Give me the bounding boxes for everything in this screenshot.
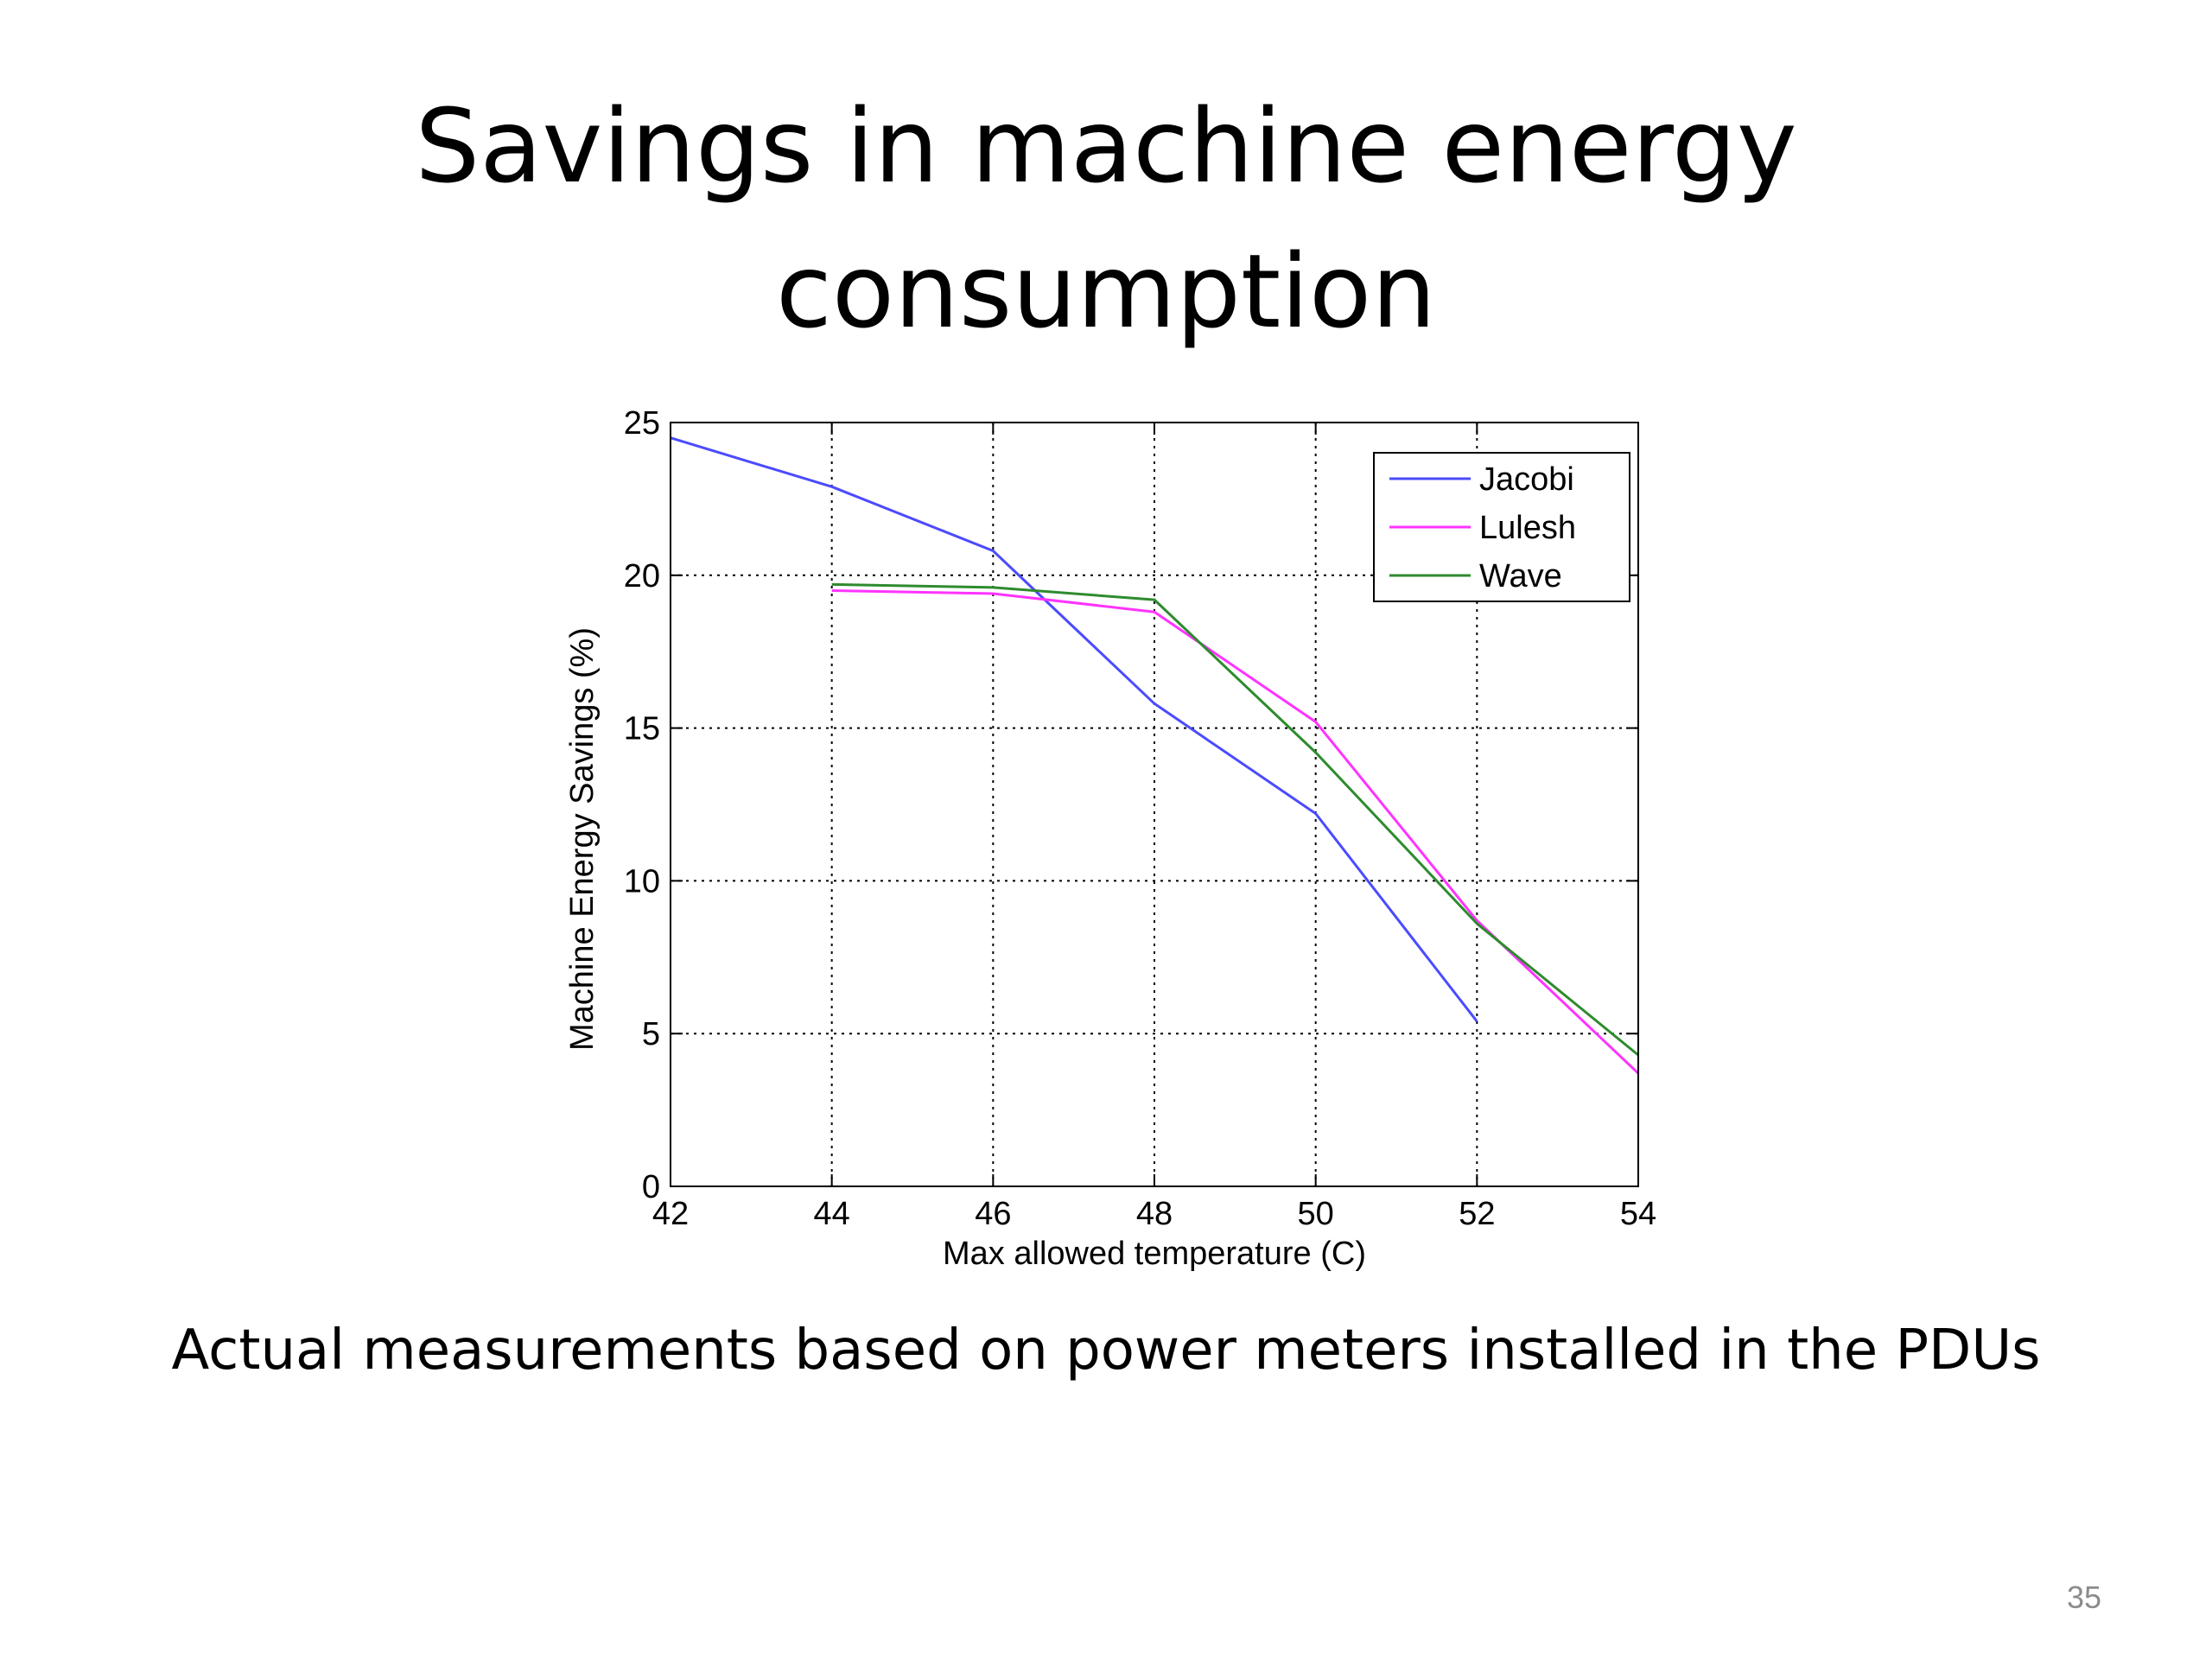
y-tick-label: 0: [642, 1169, 660, 1205]
y-tick-label: 10: [624, 863, 660, 899]
y-tick-label: 5: [642, 1016, 660, 1052]
chart-svg: 42 44 46 48 50 52 54 0 5 10 15 20 25 Max allowed tem…: [564, 405, 1656, 1272]
series-lines: [670, 436, 1640, 1075]
legend: Jacobi Lulesh Wave: [1373, 452, 1630, 602]
y-tick-label: 25: [624, 405, 660, 442]
x-tick-label: 44: [814, 1196, 850, 1232]
grid: [671, 423, 1638, 1186]
legend-label-jacobi: Jacobi: [1479, 461, 1574, 498]
series-line-wave: [831, 582, 1639, 1057]
energy-savings-chart: 42 44 46 48 50 52 54 0 5 10 15 20 25 Max allowed tem…: [518, 380, 1711, 1279]
legend-label-lulesh: Lulesh: [1479, 510, 1576, 546]
slide-title-line-1: Savings in machine energy: [415, 86, 1797, 206]
slide-caption: Actual measurements based on power meter…: [171, 1319, 2041, 1382]
x-tick-label: 42: [652, 1196, 689, 1232]
x-tick-label: 46: [975, 1196, 1011, 1232]
y-tick-label: 20: [624, 558, 660, 594]
slide-title: Savings in machine energy consumption: [0, 73, 2212, 364]
series-line-lulesh: [831, 589, 1640, 1075]
page-number: 35: [2066, 1580, 2101, 1615]
x-tick-label: 50: [1298, 1196, 1334, 1232]
x-axis-label: Max allowed temperature (C): [943, 1236, 1366, 1272]
x-tick-label: 54: [1620, 1196, 1656, 1232]
legend-label-wave: Wave: [1479, 558, 1562, 594]
x-tick-label: 52: [1459, 1196, 1495, 1232]
y-axis-label: Machine Energy Savings (%): [564, 627, 601, 1051]
slide-title-line-2: consumption: [775, 232, 1436, 351]
x-tick-label: 48: [1136, 1196, 1173, 1232]
axis-ticks: 42 44 46 48 50 52 54 0 5 10 15 20 25: [624, 405, 1656, 1232]
series-line-jacobi: [670, 436, 1478, 1023]
y-tick-label: 15: [624, 711, 660, 747]
